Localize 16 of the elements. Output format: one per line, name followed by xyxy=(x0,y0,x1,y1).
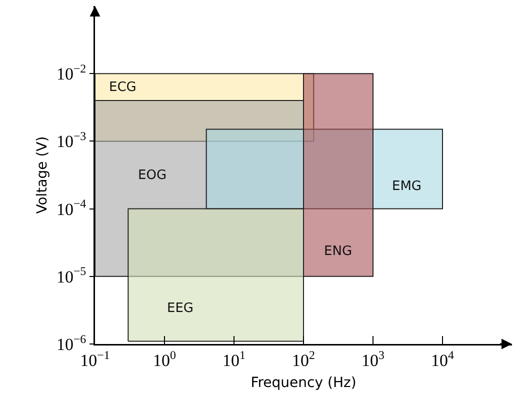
x-tick-label: 10$^{3}$ xyxy=(362,348,385,370)
x-tick-label: 10$^{2}$ xyxy=(292,348,316,370)
series-label: ECG xyxy=(109,80,136,95)
x-tick-label: 10$^{1}$ xyxy=(222,348,246,370)
y-tick-label: 10$^{−2}$ xyxy=(56,61,86,84)
x-axis-title: Frequency (Hz) xyxy=(250,374,356,391)
x-tick-label: 10$^{0}$ xyxy=(153,348,176,370)
x-tick-label: 10$^{4}$ xyxy=(431,348,454,370)
y-tick-label: 10$^{−5}$ xyxy=(56,264,86,286)
y-axis-title: Voltage (V) xyxy=(34,136,50,214)
series-label: EMG xyxy=(392,179,422,194)
y-tick-label: 10$^{−3}$ xyxy=(56,129,86,152)
y-tick-label: 10$^{−4}$ xyxy=(56,196,86,219)
series-label: EEG xyxy=(167,301,194,316)
series-label: ENG xyxy=(324,244,352,259)
series-label: EOG xyxy=(138,168,167,183)
